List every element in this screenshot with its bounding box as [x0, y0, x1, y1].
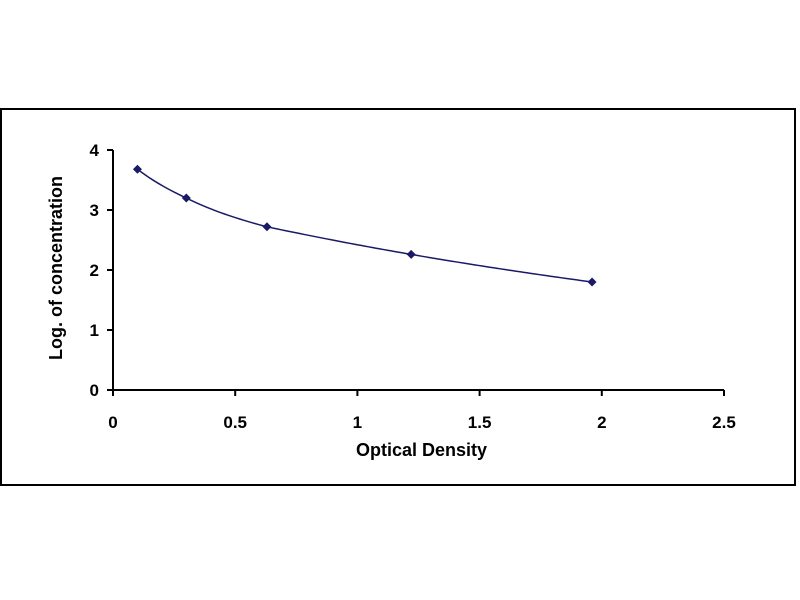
data-point — [406, 249, 416, 259]
y-tick-label: 2 — [90, 261, 99, 280]
x-tick-label: 0.5 — [223, 413, 247, 432]
y-axis-title: Log. of concentration — [46, 176, 66, 360]
y-tick-label: 3 — [90, 201, 99, 220]
trend-curve — [136, 168, 593, 283]
x-tick-label: 2 — [597, 413, 606, 432]
x-axis-title: Optical Density — [356, 440, 487, 460]
data-point — [181, 193, 191, 203]
data-point — [262, 222, 272, 232]
x-tick-label: 0 — [108, 413, 117, 432]
axes — [112, 150, 724, 391]
y-tick-label: 0 — [90, 381, 99, 400]
x-tick-label: 1.5 — [468, 413, 492, 432]
y-tick-label: 1 — [90, 321, 99, 340]
y-tick-label: 4 — [90, 141, 100, 160]
data-point — [587, 277, 597, 287]
x-tick-label: 2.5 — [712, 413, 736, 432]
x-tick-label: 1 — [353, 413, 362, 432]
chart-frame — [0, 108, 796, 486]
data-markers — [132, 164, 597, 287]
data-point — [132, 164, 142, 174]
y-ticks: 0 1 2 3 4 — [90, 141, 113, 400]
x-ticks: 0 0.5 1 1.5 2 2.5 — [108, 390, 736, 432]
